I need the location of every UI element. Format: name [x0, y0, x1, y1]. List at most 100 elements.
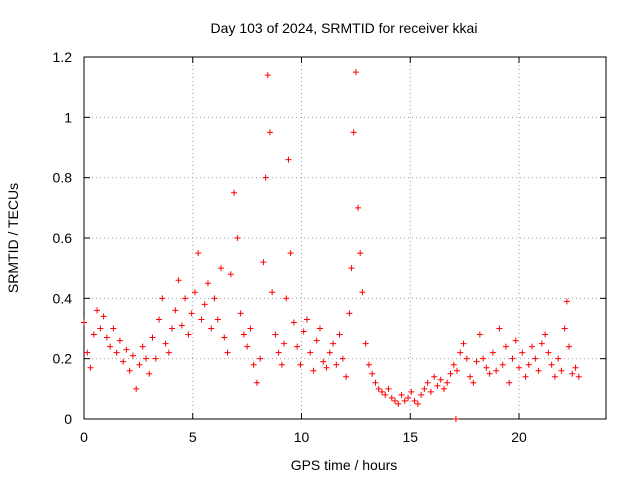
- data-point: [152, 355, 159, 362]
- data-point: [146, 370, 153, 377]
- data-point: [94, 307, 101, 314]
- data-point: [392, 397, 399, 404]
- y-tick-label: 0.8: [53, 170, 73, 186]
- data-point: [313, 337, 320, 344]
- data-point: [512, 337, 519, 344]
- data-point: [172, 307, 179, 314]
- x-axis-label: GPS time / hours: [291, 457, 398, 473]
- data-point: [362, 340, 369, 347]
- data-point: [204, 280, 211, 287]
- data-point: [538, 340, 545, 347]
- data-point: [139, 343, 146, 350]
- data-point: [447, 370, 454, 377]
- data-point: [253, 379, 260, 386]
- data-point: [336, 331, 343, 338]
- data-point: [257, 355, 264, 362]
- data-point: [382, 391, 389, 398]
- data-point: [542, 331, 549, 338]
- data-point: [244, 343, 251, 350]
- data-point: [149, 334, 156, 341]
- data-point: [352, 69, 359, 76]
- data-point: [563, 298, 570, 305]
- data-point: [90, 331, 97, 338]
- data-point: [476, 331, 483, 338]
- data-point: [516, 364, 522, 371]
- data-point: [87, 364, 94, 371]
- data-point: [411, 397, 418, 404]
- data-point: [506, 379, 513, 386]
- data-point: [431, 373, 438, 380]
- data-point: [502, 343, 509, 350]
- data-point: [262, 174, 269, 181]
- data-point: [375, 385, 382, 392]
- data-point: [182, 295, 189, 302]
- data-point: [294, 343, 301, 350]
- data-point: [522, 373, 529, 380]
- data-point: [483, 364, 490, 371]
- data-point: [81, 319, 87, 326]
- data-point: [355, 204, 362, 211]
- data-point: [525, 361, 532, 368]
- data-point: [269, 289, 276, 296]
- data-point: [240, 331, 247, 338]
- data-point: [558, 367, 565, 374]
- data-point: [84, 349, 91, 356]
- data-point: [457, 349, 464, 356]
- y-tick-label: 1: [64, 109, 72, 125]
- data-point: [191, 289, 198, 296]
- data-point: [283, 295, 290, 302]
- data-point: [499, 361, 506, 368]
- data-point: [275, 349, 282, 356]
- data-point: [169, 325, 176, 332]
- data-point: [575, 373, 582, 380]
- x-tick-label: 15: [402, 429, 418, 445]
- data-point: [234, 235, 241, 241]
- data-point: [454, 367, 461, 374]
- data-point: [195, 250, 202, 257]
- data-point: [285, 156, 292, 163]
- data-point: [320, 358, 327, 365]
- data-point: [561, 325, 568, 332]
- data-point: [339, 355, 346, 362]
- data-point: [185, 331, 192, 338]
- data-point: [198, 316, 205, 323]
- data-point: [116, 337, 123, 344]
- data-point: [493, 367, 500, 374]
- data-point: [333, 361, 340, 368]
- data-point: [214, 316, 221, 323]
- data-point: [452, 416, 459, 422]
- data-point: [398, 391, 405, 398]
- x-tick-label: 5: [189, 429, 197, 445]
- data-point: [434, 382, 441, 389]
- data-point: [473, 358, 480, 365]
- chart-title: Day 103 of 2024, SRMTID for receiver kka…: [211, 20, 478, 36]
- data-point: [218, 265, 225, 272]
- data-point: [303, 316, 310, 323]
- data-point: [408, 388, 415, 395]
- data-point: [440, 385, 447, 392]
- data-point: [211, 295, 218, 302]
- data-point: [566, 343, 573, 350]
- data-point: [350, 129, 357, 136]
- data-point: [159, 295, 166, 302]
- data-point: [231, 189, 238, 196]
- data-point: [156, 316, 163, 323]
- data-point: [100, 313, 107, 320]
- data-point: [551, 373, 558, 380]
- data-point: [365, 361, 372, 368]
- data-point: [378, 388, 385, 395]
- data-point: [250, 361, 257, 368]
- data-point: [460, 340, 467, 347]
- data-point: [405, 394, 412, 401]
- data-point: [330, 340, 337, 347]
- data-point: [467, 373, 474, 380]
- data-point: [548, 361, 555, 368]
- data-point: [281, 340, 288, 347]
- data-point: [178, 322, 185, 329]
- data-point: [316, 325, 323, 332]
- data-point: [247, 325, 254, 332]
- data-point: [463, 355, 470, 362]
- data-point: [123, 346, 130, 353]
- data-point: [395, 400, 402, 407]
- data-point: [545, 349, 552, 356]
